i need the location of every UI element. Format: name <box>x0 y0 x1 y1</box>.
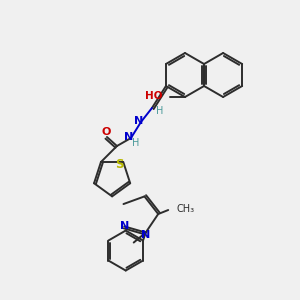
Text: N: N <box>124 132 134 142</box>
Text: O: O <box>101 127 111 137</box>
Text: HO: HO <box>146 91 163 101</box>
Text: H: H <box>156 106 164 116</box>
Text: N: N <box>134 116 144 126</box>
Text: N: N <box>141 230 150 239</box>
Text: H: H <box>132 138 140 148</box>
Text: N: N <box>120 221 129 231</box>
Text: S: S <box>115 158 124 170</box>
Text: CH₃: CH₃ <box>176 204 194 214</box>
